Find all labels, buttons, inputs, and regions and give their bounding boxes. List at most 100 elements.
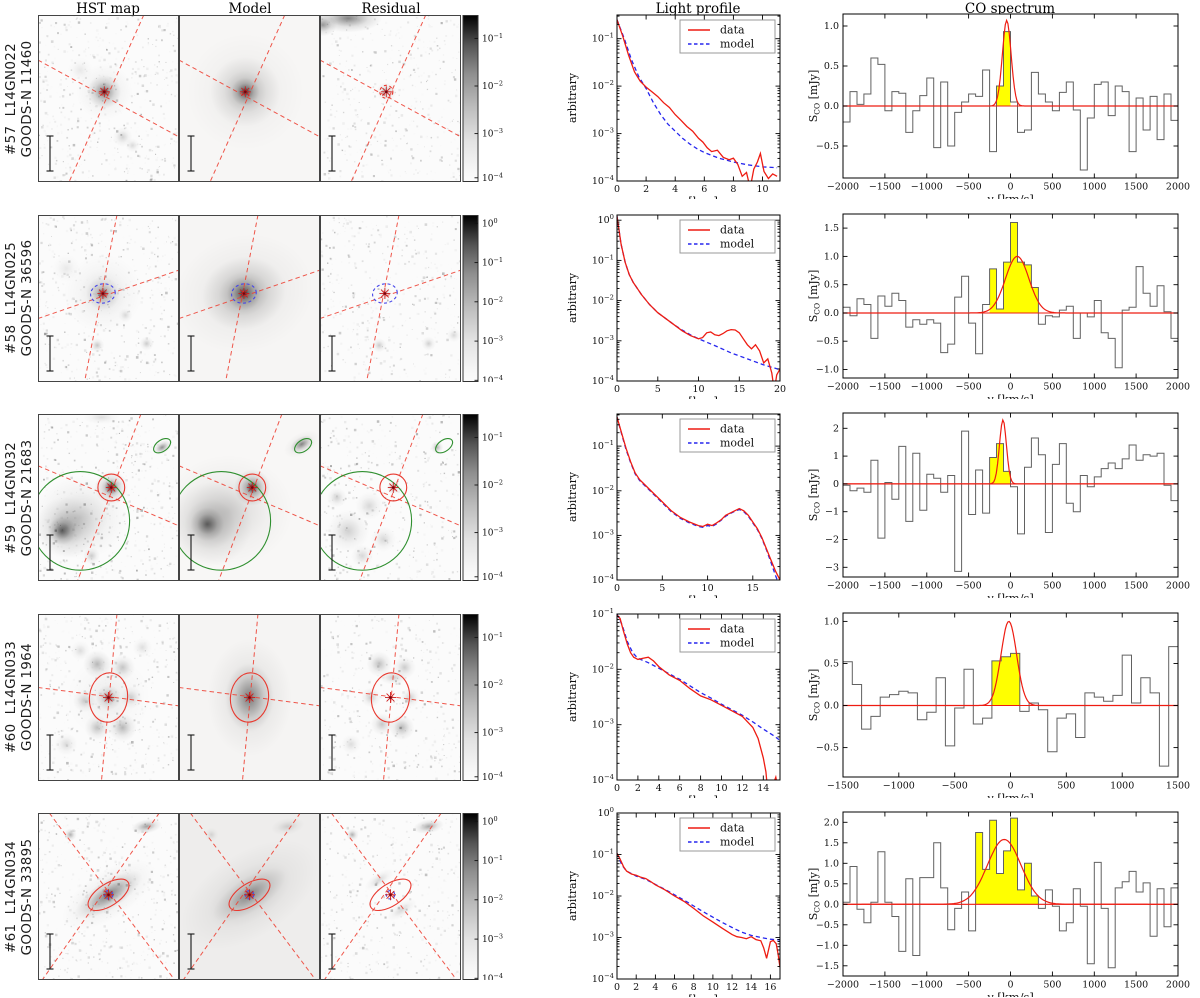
gaussian-fit-curve [843, 418, 1178, 485]
row-plots: 10−1 10−2 10−3 10−4 0 2 4 6 8 10 12 14 10−1 10−2 10−3 1… [0, 599, 1200, 799]
svg-text:model: model [720, 38, 755, 51]
row-survey-label: GOODS-N 36596 [19, 239, 35, 357]
scale-bar [328, 135, 336, 172]
svg-text:10−1: 10−1 [592, 32, 614, 45]
position-angle-dashed-lines [179, 214, 320, 382]
co-xlabel: v [km/s] [987, 192, 1034, 199]
noise-speckle-layer [38, 214, 179, 382]
svg-text:−500: −500 [956, 182, 982, 193]
hst-map-title: HST map [76, 1, 140, 17]
axis-ticks [842, 213, 1179, 378]
svg-text:10−4: 10−4 [592, 174, 614, 187]
co-xlabel: v [km/s] [987, 591, 1034, 598]
position-angle-dashed-lines [38, 15, 179, 182]
svg-text:0: 0 [833, 479, 839, 490]
svg-text:10−1: 10−1 [592, 253, 614, 266]
axis-ticks [616, 613, 780, 781]
red-aperture-ellipse [379, 84, 394, 99]
blue-aperture-ellipse [385, 890, 396, 900]
residual-panel [320, 813, 461, 981]
position-angle-dashed-lines [38, 214, 179, 382]
svg-text:2000: 2000 [1166, 581, 1190, 592]
center-star-marker [97, 287, 109, 299]
red-aperture-ellipse [369, 878, 412, 912]
position-angle-dashed-lines [38, 613, 179, 781]
light-profile-title: Light profile [655, 1, 741, 17]
svg-text:10−2: 10−2 [592, 293, 614, 306]
svg-text:0.0: 0.0 [824, 308, 839, 319]
model-curve [617, 19, 778, 169]
svg-text:−1000: −1000 [911, 182, 943, 193]
gaussian-fit-curve [843, 18, 1178, 107]
svg-text:8: 8 [730, 184, 736, 195]
center-star-marker [239, 86, 251, 98]
row-survey-label: GOODS-N 1964 [19, 643, 35, 752]
green-aperture-ellipse [435, 438, 454, 454]
svg-text:0: 0 [1007, 581, 1013, 592]
center-star-marker [379, 287, 391, 299]
svg-text:5: 5 [655, 384, 661, 395]
light-profile-chart: 0 5 10 15 10−1 10−2 10−3 10−4 arbitrary r [kpc] da… [566, 413, 781, 598]
scale-bar [187, 933, 195, 970]
noise-speckle-layer [38, 613, 179, 781]
center-star-marker [246, 482, 258, 494]
noise-speckle-layer [320, 614, 461, 781]
model-curve [617, 417, 779, 581]
light-profile-chart: 0 5 10 15 20 100 10−1 10−2 10−3 10−4 arbitrary r [k… [566, 213, 786, 399]
row-survey-label: GOODS-N 11460 [19, 40, 35, 157]
row-label: #59 L14GN032 GOODS-N 21683 [0, 414, 38, 581]
gaussian-fit-curve [843, 255, 1178, 314]
red-aperture-ellipse [87, 878, 130, 912]
center-star-marker [238, 287, 250, 299]
model-panel [179, 813, 320, 981]
co-ylabel: SCO [mJy] [807, 668, 822, 721]
signal-yellow-fill [975, 818, 1039, 905]
noise-speckle-layer [38, 414, 179, 582]
galaxy-row: #60 L14GN033 GOODS-N 1964 B/T = 0.12 10−… [0, 599, 1200, 799]
svg-text:1000: 1000 [1082, 381, 1106, 392]
signal-yellow-fill [989, 222, 1039, 313]
svg-text:−2000: −2000 [827, 381, 859, 392]
light-profile-chart: 0 2 4 6 8 10 10−1 10−2 10−3 10−4 arbitrary r [kpc] d… [566, 14, 781, 199]
row-id-label: #58 L14GN025 [3, 242, 19, 355]
svg-text:10−2: 10−2 [482, 80, 503, 93]
galaxy-blobs [186, 32, 305, 151]
co-spectrum-chart: −2000 −1500 −1000 −500 0 500 1000 1500 2000 −1.0 −… [807, 213, 1190, 399]
residual-panel [320, 15, 461, 182]
svg-text:20: 20 [774, 384, 786, 395]
model-title: Model [228, 1, 272, 17]
svg-text:10: 10 [756, 184, 768, 195]
colorbar: 100 10−1 10−2 10−3 10−4 [462, 214, 503, 382]
svg-text:data: data [720, 24, 745, 37]
galaxy-blobs [320, 15, 397, 102]
data-curve [617, 614, 778, 780]
co-ylabel: SCO [mJy] [807, 70, 822, 123]
center-star-marker [385, 691, 396, 703]
data-curve [617, 853, 780, 968]
row-plots: 10−1 10−2 10−3 10−4 0 2 4 6 8 10 10−1 10−2 10−3 10−4 a… [0, 0, 1200, 200]
spectrum-step-line [843, 645, 1178, 767]
scale-bar [46, 135, 54, 172]
profile-xlabel: r [kpc] [679, 394, 718, 399]
svg-text:−1500: −1500 [869, 581, 901, 592]
center-star-marker [385, 889, 396, 901]
row-plots: 100 10−1 10−2 10−3 10−4 0 2 4 6 8 10 12 14 16 100 10−1 1… [0, 798, 1200, 998]
galaxy-blobs [341, 651, 421, 754]
axis-ticks [616, 414, 780, 581]
bt-ratio-label: B/T = 0.27 [47, 20, 117, 35]
svg-text:10: 10 [692, 384, 704, 395]
hst-map-panel [38, 214, 179, 382]
svg-text:1.0: 1.0 [824, 21, 839, 32]
co-ylabel: SCO [mJy] [807, 269, 822, 322]
galaxy-blobs [38, 414, 172, 565]
position-angle-dashed-lines [320, 214, 461, 382]
svg-text:−1.0: −1.0 [816, 364, 839, 375]
svg-text:2000: 2000 [1166, 381, 1190, 392]
row-label: #58 L14GN025 GOODS-N 36596 [0, 215, 38, 382]
bt-ratio-label: B/T = 1.00 [47, 419, 117, 435]
co-xlabel: v [km/s] [987, 392, 1034, 399]
